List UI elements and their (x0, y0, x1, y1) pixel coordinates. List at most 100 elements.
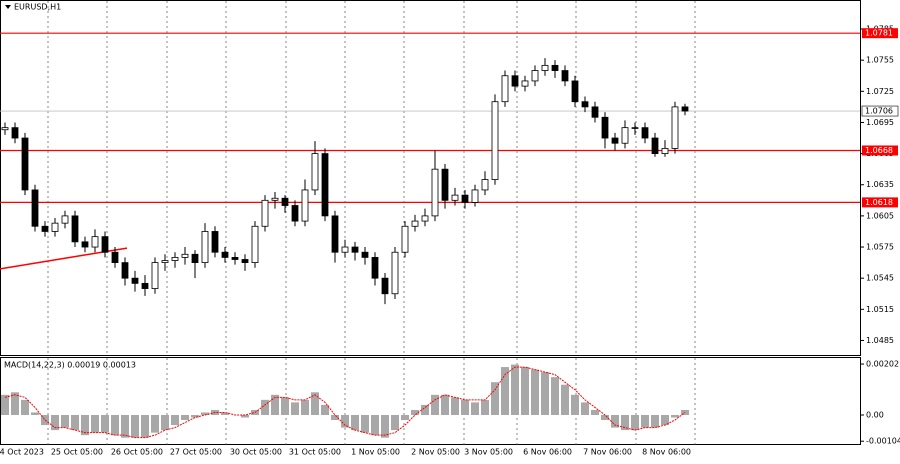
candle-body (631, 127, 639, 129)
y-tick-label: 1.0635 (866, 180, 894, 189)
macd-signal-line (4, 366, 686, 439)
level-label: 1.0781 (865, 29, 893, 38)
macd-bar (631, 414, 639, 431)
macd-bar (381, 414, 389, 438)
candle-body (91, 236, 99, 248)
last-price-box (861, 105, 899, 117)
y-tick-label: 0.00 (866, 410, 884, 419)
candle-body (171, 257, 179, 261)
x-tick-label: 8 Nov 06:00 (642, 448, 691, 457)
candle-body (371, 257, 379, 279)
candle-body (671, 106, 679, 149)
candle-body (121, 262, 129, 279)
candle-body (131, 277, 139, 284)
candle-body (601, 116, 609, 139)
candle-body (621, 127, 629, 144)
macd-bar (531, 369, 539, 415)
candle-body (551, 64, 559, 71)
macd-bar (351, 414, 359, 431)
macd-bar (281, 397, 289, 415)
macd-bar (641, 414, 649, 428)
level-label: 1.0618 (865, 198, 893, 207)
macd-bar (541, 372, 549, 415)
candle-body (401, 225, 409, 253)
candle-body (11, 127, 19, 139)
symbol-menu-arrow[interactable] (5, 5, 11, 9)
candle-body (231, 257, 239, 260)
candle-body (51, 222, 59, 232)
macd-bar (21, 399, 29, 415)
candle-body (241, 259, 249, 264)
x-tick-label: 6 Nov 06:00 (523, 448, 572, 457)
candle-body (31, 189, 39, 227)
candle-body (611, 137, 619, 144)
y-tick-label: 1.0605 (866, 211, 894, 220)
macd-bar (491, 382, 499, 415)
macd-bar (1, 394, 9, 415)
level-label: 1.0668 (865, 146, 893, 155)
macd-label: MACD(14,22,3) 0.00019 0.00013 (4, 361, 136, 370)
macd-bar (101, 414, 109, 433)
candle-body (411, 220, 419, 227)
candle-body (511, 75, 519, 87)
macd-bar (161, 414, 169, 431)
macd-bar (71, 414, 79, 431)
candle-body (531, 70, 539, 82)
macd-bar (591, 409, 599, 415)
macd-bar (141, 414, 149, 438)
macd-bar (31, 412, 39, 415)
candle-body (1, 127, 9, 131)
candle-body (341, 246, 349, 253)
candle-body (351, 246, 359, 253)
candle-body (81, 241, 89, 248)
level-label-box (862, 197, 898, 208)
macd-bar (321, 404, 329, 415)
y-tick-label: 1.0725 (866, 87, 894, 96)
macd-bar (671, 414, 679, 418)
candle-body (681, 106, 689, 112)
macd-bar (581, 402, 589, 415)
macd-bar (551, 377, 559, 415)
y-tick-label: -0.00104 (866, 437, 900, 446)
candle-body (161, 260, 169, 264)
macd-bar (621, 414, 629, 431)
y-tick-label: 1.0485 (866, 336, 894, 345)
candle-body (661, 148, 669, 155)
level-label-box (862, 145, 898, 156)
macd-bar (171, 414, 179, 426)
macd-bar (41, 414, 49, 426)
candle-body (111, 251, 119, 264)
candle-body (191, 253, 199, 264)
x-tick-label: 30 Oct 05:00 (230, 448, 282, 457)
candle-body (651, 137, 659, 155)
candle-body (451, 194, 459, 201)
candle-body (61, 215, 69, 224)
macd-bar (411, 409, 419, 415)
candle-body (431, 168, 439, 217)
macd-bar (111, 414, 119, 436)
candle-body (321, 153, 329, 217)
candle-body (571, 80, 579, 103)
candle-body (311, 153, 319, 191)
candle-body (331, 215, 339, 253)
macd-bar (401, 414, 409, 421)
candle-body (221, 251, 229, 258)
macd-bar (181, 414, 189, 421)
macd-bar (121, 414, 129, 438)
candle-body (181, 253, 189, 258)
macd-bar (61, 414, 69, 428)
macd-bar (151, 414, 159, 433)
macd-bar (521, 367, 529, 415)
candle-body (441, 168, 449, 201)
candle-body (261, 199, 269, 227)
main-pane-frame (0, 0, 861, 356)
macd-bar (341, 414, 349, 428)
macd-bar (451, 397, 459, 415)
candle-body (301, 189, 309, 222)
x-tick-label: 27 Oct 05:00 (170, 448, 222, 457)
macd-bar (291, 402, 299, 415)
y-tick-label: 1.0545 (866, 274, 894, 283)
candle-body (501, 75, 509, 103)
last-price-label: 1.0706 (865, 107, 893, 116)
